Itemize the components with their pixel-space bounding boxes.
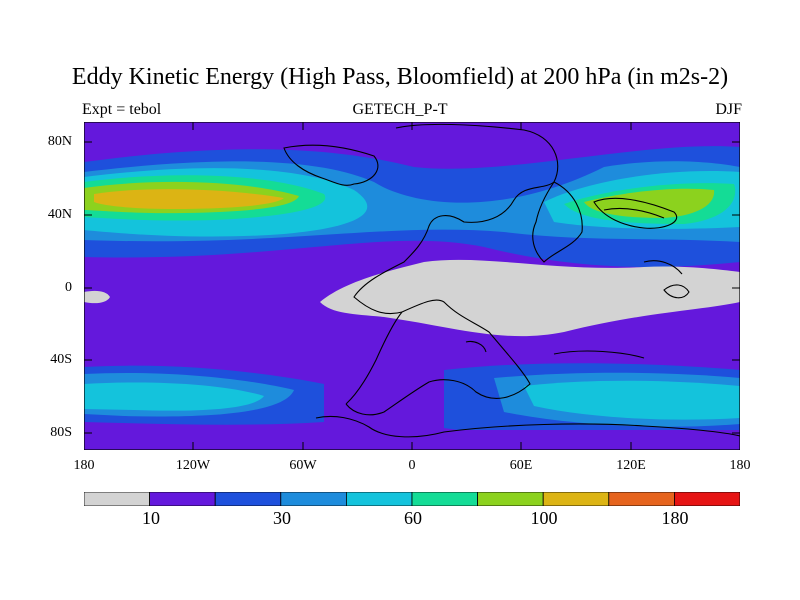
lat-tick-label: 0 [65,280,72,295]
lat-tick-label: 80N [47,134,72,149]
colorbar-swatch [214,492,282,506]
axis-ticks [84,122,740,450]
contour-band-below-10 [320,259,740,337]
colorbar-label: 10 [142,508,160,528]
lon-tick-label: 0 [408,458,416,473]
colorbar-label: 180 [661,508,689,528]
lat-tick-label: 80S [50,425,72,440]
polar-field [84,430,740,450]
lon-tick-label: 60W [289,458,317,473]
lon-tick-label: 60E [509,458,533,473]
colorbar-swatch [84,492,150,506]
colorbar-label: 100 [530,508,558,528]
colorbar-swatch [149,492,216,506]
map-plot [84,122,740,450]
lon-tick-label: 120W [175,458,211,473]
experiment-label: Expt = tebol [82,101,162,118]
contour-band-below-10-west [84,290,110,304]
colorbar-swatch [542,492,610,506]
dataset-label: GETECH_P-T [352,101,448,118]
colorbar-swatch [477,492,544,506]
lat-tick-label: 40S [50,352,72,367]
contour-band-100-pacific [94,189,284,209]
colorbar [84,492,740,506]
lat-tick-label: 40N [47,207,72,222]
lon-tick-label: 120E [616,458,646,473]
season-label: DJF [715,101,742,118]
chart-title: Eddy Kinetic Energy (High Pass, Bloomfie… [71,64,729,90]
contour-band-45-south-east [524,380,740,420]
colorbar-swatch [674,492,740,506]
lon-tick-label: 180 [73,458,95,473]
colorbar-swatch [608,492,675,506]
lon-tick-label: 180 [729,458,751,473]
colorbar-label: 30 [273,508,291,528]
coastlines [283,123,740,438]
colorbar-swatch [345,492,413,506]
colorbar-swatch [280,492,347,506]
colorbar-label: 60 [404,508,422,528]
colorbar-swatch [411,492,478,506]
contour-band-45-south [84,382,264,411]
